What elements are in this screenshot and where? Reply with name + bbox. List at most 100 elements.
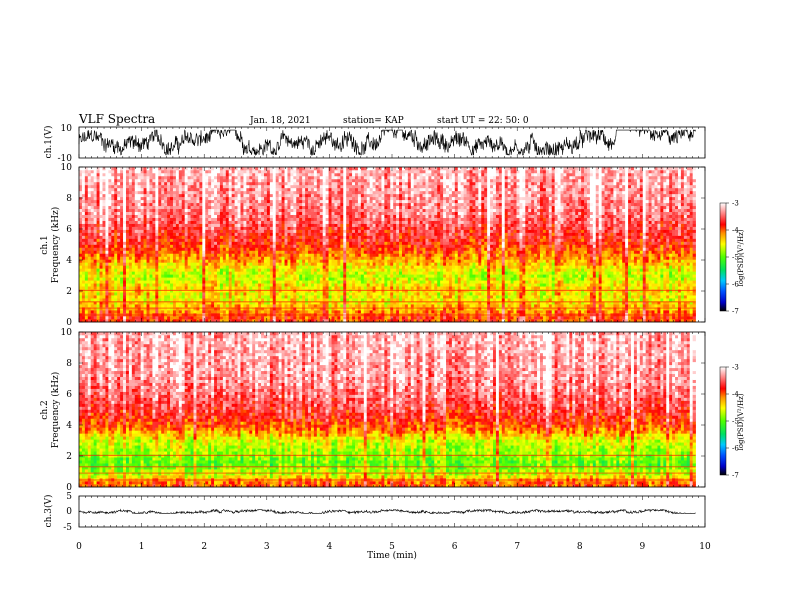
spectrogram-cell [328, 283, 332, 287]
spectrogram-cell [79, 223, 83, 227]
spectrogram-cell [99, 223, 103, 227]
spectrogram-cell [196, 235, 200, 239]
spectrogram-cell [175, 283, 180, 287]
spectrogram-cell [181, 277, 186, 281]
spectrogram-cell [205, 244, 209, 248]
spectrogram-cell [123, 262, 127, 266]
spectrogram-cell [313, 229, 318, 233]
spectrogram-cell [246, 301, 250, 305]
spectrogram-cell [237, 256, 241, 260]
spectrogram-cell [269, 259, 274, 263]
spectrogram-cell [284, 205, 288, 210]
spectrogram-cell [308, 190, 312, 195]
spectrogram-cell [331, 208, 335, 213]
spectrogram-cell [146, 202, 150, 207]
spectrogram-cell [199, 295, 203, 299]
spectrogram-cell [219, 259, 224, 263]
spectrogram-cell [316, 205, 321, 210]
spectrogram-cell [181, 241, 186, 245]
spectrogram-cell [261, 178, 265, 183]
spectrogram-cell [128, 199, 133, 204]
spectrogram-cell [193, 289, 197, 293]
spectrogram-cell [234, 226, 238, 230]
spectrogram-cell [269, 271, 274, 275]
spectrogram-cell [199, 286, 203, 290]
spectrogram-cell [261, 259, 265, 263]
spectrogram-cell [143, 283, 147, 287]
spectrogram-cell [167, 223, 171, 227]
spectrogram-cell [102, 211, 106, 215]
spectrogram-cell [90, 187, 94, 192]
spectrogram-cell [114, 253, 118, 257]
spectrogram-cell [214, 226, 218, 230]
spectrogram-cell [202, 229, 206, 233]
spectrogram-cell [219, 247, 224, 251]
spectrogram-cell [181, 220, 186, 224]
spectrogram-cell [310, 229, 315, 233]
spectrogram-cell [222, 271, 227, 275]
spectrogram-cell [237, 280, 241, 284]
spectrogram-cell [143, 247, 147, 251]
spectrogram-cell [149, 178, 153, 183]
spectrogram-cell [325, 217, 329, 221]
spectrogram-cell [211, 220, 215, 224]
spectrogram-cell [208, 196, 212, 201]
spectrogram-cell [299, 187, 303, 192]
spectrogram-cell [322, 259, 326, 263]
spectrogram-cell [181, 232, 186, 236]
spectrogram-cell [196, 295, 200, 299]
spectrogram-cell [255, 298, 259, 302]
spectrogram-cell [275, 319, 279, 323]
spectrogram-cell [258, 167, 262, 171]
spectrogram-cell [322, 169, 326, 174]
spectrogram-cell [170, 277, 174, 281]
spectrogram-cell [240, 205, 244, 210]
spectrogram-cell [134, 253, 139, 257]
spectrogram-cell [340, 262, 344, 266]
spectrogram-cell [261, 283, 265, 287]
spectrogram-cell [108, 238, 112, 242]
spectrogram-cell [281, 169, 285, 174]
spectrogram-cell [161, 244, 165, 248]
spectrogram-cell [334, 253, 338, 257]
spectrogram-cell [90, 181, 94, 186]
spectrogram-cell [208, 268, 212, 272]
spectrogram-cell [196, 178, 200, 183]
spectrogram-cell [316, 247, 321, 251]
spectrogram-cell [149, 247, 153, 251]
spectrogram-cell [146, 262, 150, 266]
spectrogram-cell [266, 256, 271, 260]
spectrogram-cell [278, 184, 282, 189]
spectrogram-cell [172, 259, 177, 263]
spectrogram-cell [170, 307, 174, 311]
spectrogram-cell [152, 283, 156, 287]
spectrogram-cell [231, 169, 235, 174]
spectrogram-cell [84, 262, 89, 266]
spectrogram-cell [313, 217, 318, 221]
spectrogram-cell [196, 307, 200, 311]
spectrogram-cell [96, 172, 100, 177]
spectrogram-cell [217, 256, 221, 260]
spectrogram-cell [134, 184, 139, 189]
spectrogram-cell [231, 238, 235, 242]
spectrogram-cell [96, 193, 100, 198]
spectrogram-cell [237, 250, 241, 254]
spectrogram-cell [205, 271, 209, 275]
spectrogram-cell [190, 247, 194, 251]
spectrogram-cell [161, 217, 165, 221]
spectrogram-cell [117, 295, 121, 299]
spectrogram-cell [296, 175, 300, 180]
spectrogram-cell [105, 178, 109, 183]
spectrogram-cell [131, 307, 136, 311]
spectrogram-cell [305, 292, 309, 296]
spectrogram-cell [105, 280, 109, 284]
spectrogram-cell [322, 217, 326, 221]
spectrogram-cell [325, 196, 329, 201]
spectrogram-cell [211, 250, 215, 254]
spectrogram-cell [325, 283, 329, 287]
spectrogram-cell [184, 310, 188, 314]
spectrogram-cell [293, 202, 297, 207]
spectrogram-cell [263, 208, 268, 213]
spectrogram-cell [278, 187, 282, 192]
spectrogram-cell [346, 271, 350, 275]
